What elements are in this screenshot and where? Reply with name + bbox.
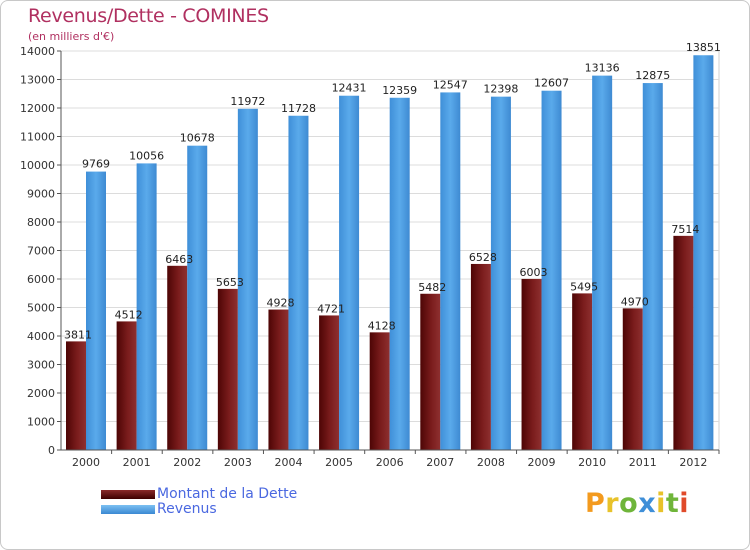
data-label-debt-2000: 3811: [64, 328, 92, 341]
y-tick-label: 5000: [27, 302, 55, 315]
bar-debt-2010: [572, 293, 593, 450]
bar-revenue-2007: [440, 92, 461, 451]
bar-revenue-2009: [541, 90, 562, 450]
bar-debt-2008: [470, 263, 491, 450]
data-label-revenue-2006: 12359: [382, 84, 417, 97]
data-label-revenue-2002: 10678: [180, 132, 215, 145]
x-tick-label-2002: 2002: [173, 456, 201, 469]
x-tick-label-2005: 2005: [325, 456, 353, 469]
x-tick-label-2003: 2003: [224, 456, 252, 469]
x-tick-label-2010: 2010: [578, 456, 606, 469]
x-tick-label-2008: 2008: [477, 456, 505, 469]
chart-subtitle: (en milliers d'€): [28, 30, 115, 43]
bar-revenue-2001: [136, 163, 157, 451]
x-tick-label-2009: 2009: [528, 456, 556, 469]
logo-letter: i: [656, 488, 666, 519]
bar-debt-2004: [268, 309, 289, 450]
bar-debt-2005: [319, 315, 340, 450]
x-tick-label-2006: 2006: [376, 456, 404, 469]
y-tick-label: 3000: [27, 359, 55, 372]
bar-revenue-2005: [339, 95, 360, 451]
data-label-revenue-2010: 13136: [585, 62, 620, 75]
bar-debt-2012: [673, 235, 694, 450]
data-label-debt-2002: 6463: [165, 253, 193, 266]
data-label-revenue-2003: 11972: [230, 95, 265, 108]
data-label-debt-2007: 5482: [418, 281, 446, 294]
y-tick-label: 4000: [27, 330, 55, 343]
y-tick-label: 0: [48, 444, 55, 457]
bar-revenue-2006: [389, 97, 410, 451]
y-tick-label: 6000: [27, 273, 55, 286]
legend-swatch-debt: [101, 490, 155, 499]
bar-revenue-2008: [490, 96, 511, 451]
proxiti-logo: Proxiti: [585, 488, 689, 519]
logo-letter: P: [585, 488, 606, 519]
x-tick-label-2000: 2000: [72, 456, 100, 469]
y-tick-label: 14000: [20, 45, 55, 58]
data-label-debt-2011: 4970: [621, 295, 649, 308]
bar-debt-2011: [622, 308, 643, 450]
bar-revenue-2000: [86, 171, 106, 450]
data-label-revenue-2000: 9769: [82, 158, 110, 171]
bar-debt-2000: [66, 341, 86, 450]
logo-letter: t: [665, 488, 680, 519]
legend-swatch-revenue: [101, 505, 155, 514]
data-label-revenue-2005: 12431: [332, 82, 367, 95]
data-label-revenue-2009: 12607: [534, 77, 569, 90]
y-tick-label: 12000: [20, 102, 55, 115]
data-label-debt-2012: 7514: [671, 223, 699, 236]
data-label-debt-2004: 4928: [266, 297, 294, 310]
y-tick-label: 8000: [27, 216, 55, 229]
bar-revenue-2004: [288, 115, 309, 450]
y-tick-label: 13000: [20, 74, 55, 87]
x-tick-label-2011: 2011: [629, 456, 657, 469]
x-tick-label-2004: 2004: [274, 456, 302, 469]
data-label-revenue-2001: 10056: [129, 149, 164, 162]
data-label-debt-2006: 4128: [368, 319, 396, 332]
legend-label-revenue: Revenus: [157, 501, 217, 517]
x-tick-label-2001: 2001: [123, 456, 151, 469]
chart-title: Revenus/Dette - COMINES: [28, 5, 269, 27]
bar-debt-2002: [167, 265, 188, 450]
logo-letter: x: [638, 488, 657, 519]
y-tick-label: 7000: [27, 245, 55, 258]
bar-debt-2006: [369, 332, 390, 450]
y-tick-label: 10000: [20, 159, 55, 172]
legend-label-debt: Montant de la Dette: [157, 486, 298, 502]
bar-debt-2007: [420, 293, 441, 450]
bar-revenue-2012: [693, 55, 714, 451]
data-label-debt-2003: 5653: [216, 276, 244, 289]
data-label-revenue-2011: 12875: [635, 69, 670, 82]
data-label-debt-2005: 4721: [317, 302, 345, 315]
bar-revenue-2010: [592, 75, 613, 451]
bar-revenue-2011: [642, 83, 663, 450]
data-label-revenue-2008: 12398: [483, 83, 518, 96]
bar-revenue-2002: [187, 145, 208, 450]
logo-letter: i: [679, 488, 690, 519]
data-label-revenue-2004: 11728: [281, 102, 316, 115]
logo-letter: o: [619, 488, 639, 519]
bar-revenue-2003: [237, 108, 258, 450]
bar-debt-2003: [217, 288, 238, 450]
x-tick-label-2007: 2007: [426, 456, 454, 469]
data-label-revenue-2007: 12547: [433, 78, 468, 91]
y-tick-label: 2000: [27, 387, 55, 400]
x-tick-label-2012: 2012: [679, 456, 707, 469]
bar-debt-2001: [116, 321, 137, 450]
bar-debt-2009: [521, 278, 542, 450]
y-tick-label: 9000: [27, 188, 55, 201]
data-label-debt-2008: 6528: [469, 251, 497, 264]
data-label-debt-2001: 4512: [115, 308, 143, 321]
data-label-revenue-2012: 13851: [686, 41, 721, 54]
data-label-debt-2010: 5495: [570, 280, 598, 293]
logo-letter: r: [605, 488, 620, 519]
data-label-debt-2009: 6003: [520, 266, 548, 279]
y-tick-label: 11000: [20, 131, 55, 144]
y-tick-label: 1000: [27, 416, 55, 429]
